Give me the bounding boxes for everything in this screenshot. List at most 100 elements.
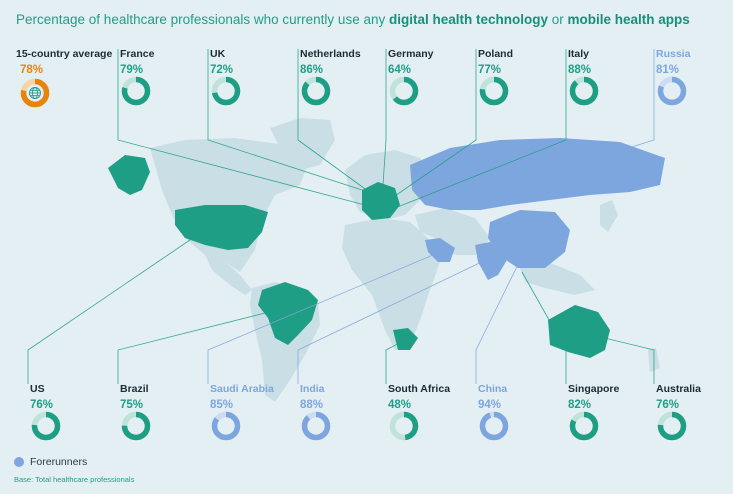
- australia-leader-line: [579, 331, 655, 384]
- callout-saudi-arabia: Saudi Arabia 85%: [210, 383, 274, 441]
- germany-donut-arc: [389, 76, 419, 106]
- leader-lines: [27, 49, 655, 384]
- title-text-2: or: [547, 12, 568, 27]
- uk-name-label: UK: [210, 48, 226, 60]
- map-europe-core: [362, 182, 400, 220]
- india-value-label: 88%: [300, 399, 323, 411]
- france-name-label: France: [120, 48, 155, 60]
- china-value-label: 94%: [478, 399, 501, 411]
- map-us: [175, 205, 268, 250]
- callout-china: China 94%: [478, 383, 509, 441]
- us-name-label: US: [30, 383, 45, 395]
- us-value-label: 76%: [30, 399, 53, 411]
- callout-poland: Poland 77%: [478, 48, 513, 106]
- callout-russia: Russia 81%: [656, 48, 691, 106]
- singapore-name-label: Singapore: [568, 383, 620, 395]
- brazil-name-label: Brazil: [120, 383, 149, 395]
- average-value-label: 78%: [20, 64, 43, 76]
- callout-france: France 79%: [120, 48, 155, 106]
- australia-donut-arc: [657, 411, 687, 441]
- land-se-asia: [520, 262, 595, 295]
- france-donut-arc: [121, 76, 151, 106]
- legend-swatch: [14, 457, 24, 467]
- saudi-arabia-donut-arc: [211, 411, 241, 441]
- title-highlight-1: digital health technology: [388, 12, 548, 27]
- singapore-value-label: 82%: [568, 399, 591, 411]
- legend: Forerunners: [14, 456, 87, 468]
- poland-value-label: 77%: [478, 64, 501, 76]
- saudi-arabia-leader-line: [207, 251, 441, 384]
- saudi-arabia-name-label: Saudi Arabia: [210, 383, 274, 395]
- poland-leader-line: [391, 49, 477, 199]
- china-name-label: China: [478, 383, 507, 395]
- map-india: [475, 240, 510, 280]
- germany-name-label: Germany: [388, 48, 434, 60]
- callout-brazil: Brazil 75%: [120, 383, 151, 441]
- us-donut-arc: [31, 411, 61, 441]
- italy-donut-arc: [569, 76, 599, 106]
- country-callouts: France 79% UK 72% Netherlands 86% Germany 64% Po…: [30, 48, 701, 441]
- russia-leader-line: [589, 49, 655, 161]
- poland-name-label: Poland: [478, 48, 513, 60]
- south-africa-donut-arc: [389, 411, 419, 441]
- france-leader-line: [117, 49, 366, 206]
- callout-south-africa: South Africa 48%: [388, 383, 450, 441]
- callout-india: India 88%: [300, 383, 331, 441]
- india-donut-arc: [301, 411, 331, 441]
- russia-donut-arc: [657, 76, 687, 106]
- netherlands-name-label: Netherlands: [300, 48, 361, 60]
- brazil-donut-arc: [121, 411, 151, 441]
- russia-value-label: 81%: [656, 64, 679, 76]
- south-africa-name-label: South Africa: [388, 383, 450, 395]
- us-leader-line: [27, 224, 213, 384]
- uk-value-label: 72%: [210, 64, 233, 76]
- netherlands-donut-arc: [301, 76, 331, 106]
- title-text-1: Percentage of healthcare professionals w…: [16, 12, 389, 27]
- legend-label: Forerunners: [30, 456, 88, 468]
- footnote: Base: Total healthcare professionals: [14, 475, 135, 484]
- brazil-value-label: 75%: [120, 399, 143, 411]
- south-africa-leader-line: [385, 339, 406, 384]
- chart-title: Percentage of healthcare professionals w…: [16, 12, 690, 27]
- india-name-label: India: [300, 383, 325, 395]
- germany-value-label: 64%: [388, 64, 411, 76]
- callout-netherlands: Netherlands 86%: [300, 48, 361, 106]
- australia-value-label: 76%: [656, 399, 679, 411]
- brazil-leader-line: [117, 307, 286, 384]
- average-name-label: 15-country average: [16, 48, 112, 60]
- callout-germany: Germany 64%: [388, 48, 434, 106]
- uk-donut-arc: [211, 76, 241, 106]
- highlighted-countries: [108, 138, 665, 358]
- australia-name-label: Australia: [656, 383, 701, 395]
- title-highlight-2: mobile health apps: [567, 12, 690, 27]
- italy-name-label: Italy: [568, 48, 589, 60]
- south-africa-value-label: 48%: [388, 399, 411, 411]
- germany-leader-line: [381, 49, 387, 201]
- callout-singapore: Singapore 82%: [568, 383, 620, 441]
- poland-donut-arc: [479, 76, 509, 106]
- singapore-leader-line: [521, 271, 567, 384]
- land-middle-east: [415, 208, 490, 255]
- india-leader-line: [297, 257, 491, 384]
- saudi-arabia-value-label: 85%: [210, 399, 233, 411]
- callout-us: US 76%: [30, 383, 61, 441]
- land-central-america: [205, 255, 252, 295]
- china-donut-arc: [479, 411, 509, 441]
- globe-icon: [29, 87, 41, 99]
- callout-australia: Australia 76%: [656, 383, 701, 441]
- map-russia: [410, 138, 665, 210]
- average-callout: 15-country average 78%: [16, 48, 112, 108]
- callout-italy: Italy 88%: [568, 48, 599, 106]
- callout-uk: UK 72%: [210, 48, 241, 106]
- map-south-africa: [393, 328, 418, 350]
- map-alaska: [108, 155, 150, 195]
- italy-leader-line: [384, 49, 567, 213]
- italy-value-label: 88%: [568, 64, 591, 76]
- map-saudi-arabia: [425, 238, 455, 262]
- russia-name-label: Russia: [656, 48, 691, 60]
- map-brazil: [258, 282, 318, 345]
- land-japan: [600, 200, 618, 232]
- china-leader-line: [475, 239, 531, 384]
- land-africa: [342, 218, 440, 350]
